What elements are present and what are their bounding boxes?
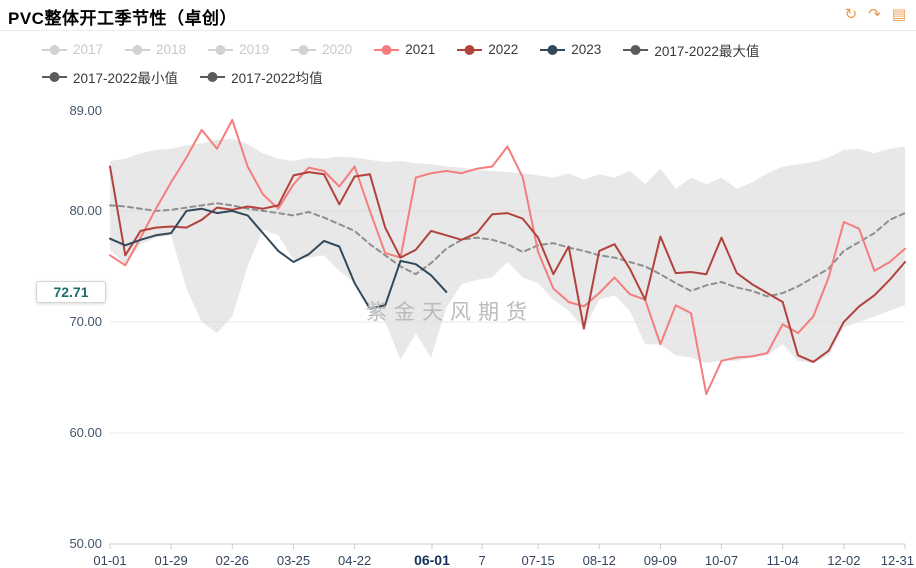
x-axis-tick-label: 08-12 <box>583 553 616 568</box>
legend-line-dot-icon <box>623 44 649 55</box>
y-axis-tick-label: 89.00 <box>69 103 102 118</box>
legend-line-dot-icon <box>42 44 67 55</box>
legend-line-dot-icon <box>457 44 483 55</box>
page-title: PVC整体开工季节性（卓创） <box>8 9 237 28</box>
legend-item-2017-2022均值[interactable]: 2017-2022均值 <box>200 67 323 87</box>
legend-item-2017-2022最大值[interactable]: 2017-2022最大值 <box>623 40 759 60</box>
chart-legend: 2017 2018 2019 2020 2021 2022 2023 2017-2022最大值… <box>42 36 908 90</box>
legend-item-2018[interactable]: 2018 <box>125 42 186 57</box>
x-axis-tick-label: 01-29 <box>155 553 188 568</box>
legend-line-dot-icon <box>374 44 400 55</box>
legend-item-2017-2022最小值[interactable]: 2017-2022最小值 <box>42 67 178 87</box>
legend-label: 2021 <box>405 42 436 57</box>
y-axis-tick-label: 80.00 <box>69 203 102 218</box>
x-axis-tick-label: 07-15 <box>521 553 554 568</box>
legend-item-2022[interactable]: 2022 <box>457 42 518 57</box>
legend-label: 2018 <box>156 42 187 57</box>
legend-label: 2020 <box>322 42 353 57</box>
x-axis-tick-label: 12-31 <box>881 553 914 568</box>
legend-item-2020[interactable]: 2020 <box>291 42 352 57</box>
series-2021-line <box>109 118 906 396</box>
series-2023-line <box>109 207 448 310</box>
x-axis-tick-label: 10-07 <box>705 553 738 568</box>
legend-item-2023[interactable]: 2023 <box>540 42 601 57</box>
legend-line-dot-icon <box>540 44 566 55</box>
minmax-band-area <box>110 138 905 363</box>
legend-label: 2017 <box>73 42 104 57</box>
y-axis-tick-label: 60.00 <box>69 425 102 440</box>
legend-label: 2023 <box>571 42 602 57</box>
x-axis-tick-label: 12-02 <box>827 553 860 568</box>
axis-pointer-value-label: 72.71 <box>36 280 106 303</box>
refresh-icon[interactable]: ↻ <box>844 6 858 23</box>
x-axis-tick-label: 02-26 <box>216 553 249 568</box>
chart-plot-area[interactable]: 89.00 80.00 70.00 60.00 50.00 01-01 01-29 02-26… <box>0 96 916 568</box>
legend-line-dot-icon <box>200 71 226 82</box>
legend-item-2017[interactable]: 2017 <box>42 42 103 57</box>
chart-header: PVC整体开工季节性（卓创） ↻ ↷ ▤ <box>0 0 916 30</box>
legend-item-2021[interactable]: 2021 <box>374 42 435 57</box>
legend-line-dot-icon <box>125 44 151 55</box>
y-axis-tick-label: 50.00 <box>69 536 102 551</box>
x-axis-tick-label: 01-01 <box>93 553 126 568</box>
export-image-icon[interactable]: ▤ <box>891 6 906 23</box>
legend-row: 2017 2018 2019 2020 2021 2022 2023 2017-2022最大值 <box>42 36 908 63</box>
legend-label: 2017-2022最小值 <box>73 70 179 86</box>
legend-line-dot-icon <box>42 71 67 82</box>
legend-line-dot-icon <box>291 44 317 55</box>
share-icon[interactable]: ↷ <box>868 6 881 23</box>
legend-label: 2019 <box>239 42 270 57</box>
header-toolbar: ↻ ↷ ▤ <box>845 5 906 25</box>
legend-row: 2017-2022最小值 2017-2022均值 <box>42 63 908 90</box>
header-divider <box>0 30 916 31</box>
x-axis-tick-label: 11-04 <box>767 553 799 568</box>
legend-line-dot-icon <box>208 44 234 55</box>
x-axis-tick-label: 06-01 <box>414 552 450 568</box>
x-axis-tick-label: 7 <box>478 553 485 568</box>
x-axis-tick-label: 09-09 <box>644 553 677 568</box>
legend-label: 2022 <box>488 42 519 57</box>
legend-label: 2017-2022均值 <box>231 70 323 86</box>
x-axis-tick-label: 04-22 <box>338 553 371 568</box>
x-axis-tick-label: 03-25 <box>277 553 310 568</box>
series-2022-line <box>109 165 906 363</box>
y-axis-tick-label: 70.00 <box>69 314 102 329</box>
legend-label: 2017-2022最大值 <box>654 43 760 59</box>
legend-item-2019[interactable]: 2019 <box>208 42 269 57</box>
